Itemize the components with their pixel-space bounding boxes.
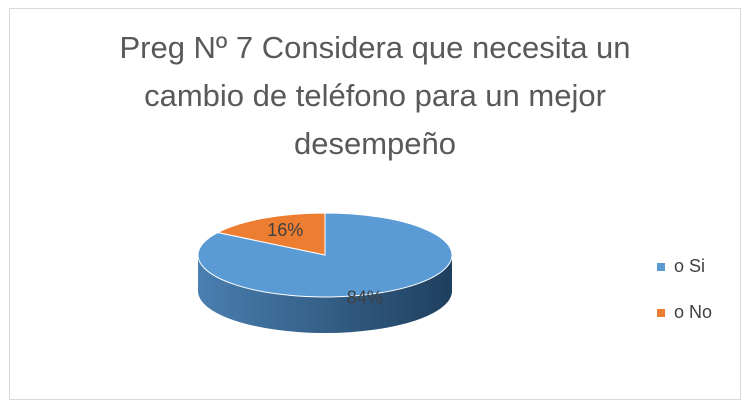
- legend-swatch: [657, 309, 665, 317]
- chart-title: Preg Nº 7 Considera que necesita un camb…: [119, 30, 631, 161]
- legend-label: o Si: [674, 256, 705, 276]
- pie-side: [198, 255, 452, 333]
- data-label: 84%: [347, 288, 383, 308]
- legend-label: o No: [674, 302, 712, 322]
- chart-border: [9, 8, 741, 400]
- data-label: 16%: [267, 220, 303, 240]
- pie-slice: [216, 212, 326, 256]
- legend-swatch: [657, 263, 665, 271]
